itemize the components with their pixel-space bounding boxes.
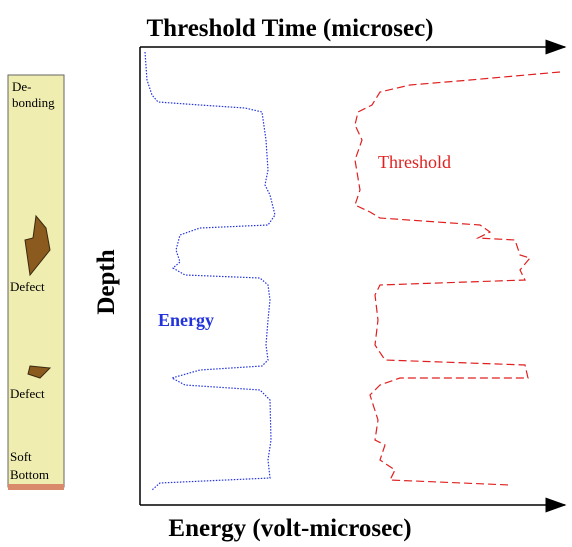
column-label: Defect [10,386,45,401]
threshold-curve [355,72,560,485]
y-axis-label: Depth [93,249,120,314]
column-label: De- [12,79,32,94]
x-axis-label: Energy (volt-microsec) [168,515,411,542]
soft-bottom-strip [8,484,64,490]
energy-curve [145,52,275,490]
column-label: Soft [10,449,32,464]
title: Threshold Time (microsec) [146,15,433,42]
energy-label: Energy [158,310,214,330]
column-label: Bottom [10,467,49,482]
threshold-label: Threshold [378,152,451,172]
column-label: Defect [10,279,45,294]
column-label: bonding [12,95,55,110]
diagram: Threshold Time (microsec) Energy (volt-m… [0,0,572,542]
